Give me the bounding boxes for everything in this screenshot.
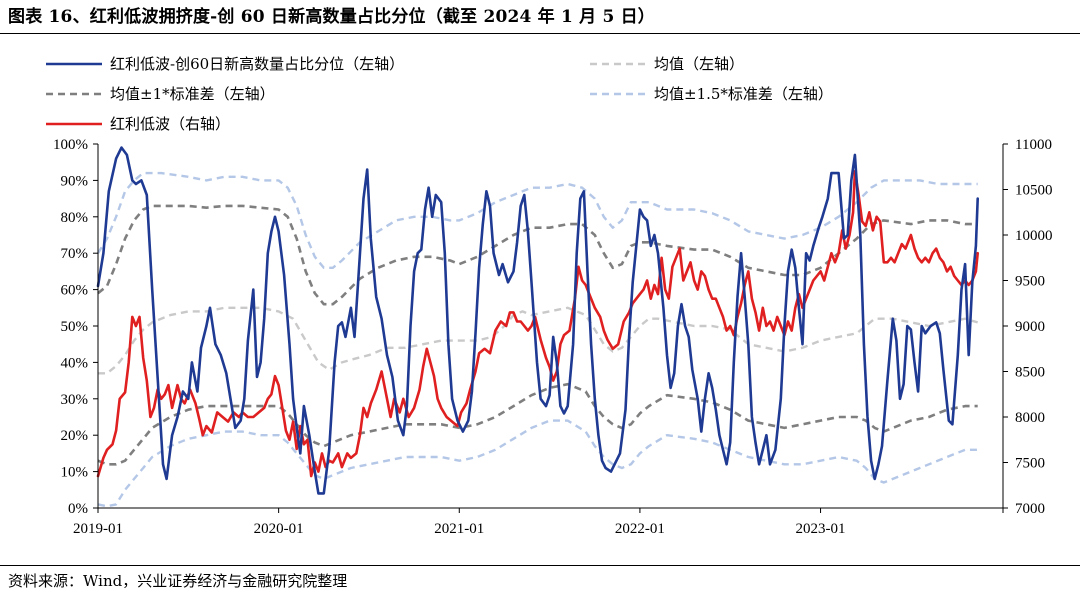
left-tick-label: 30% [61, 392, 89, 408]
series-line-2-upper [97, 204, 978, 306]
x-tick-label: 2022-01 [615, 521, 665, 537]
source-note: 资料来源：Wind，兴业证券经济与金融研究院整理 [8, 572, 348, 590]
series-line-3-upper [96, 171, 978, 269]
left-tick-label: 20% [61, 428, 89, 444]
right-tick-label: 9500 [1015, 274, 1045, 290]
series-line-2-lower [97, 382, 978, 466]
figure-title: 图表 16、红利低波拥挤度-创 60 日新高数量占比分位（截至 2024 年 1… [8, 7, 656, 27]
right-tick-label: 7500 [1015, 456, 1045, 472]
right-tick-label: 11000 [1015, 137, 1052, 153]
chart-axes: 0% 10% 20% 30% 40% 50% 60% 70% 80% 90% 100% 7000 750… [53, 137, 1053, 537]
legend-label-3: 均值±1.5*标准差（左轴） [654, 85, 833, 103]
left-tick-label: 80% [61, 210, 89, 226]
title-rule [0, 33, 1080, 34]
legend-label-1: 均值（左轴） [654, 55, 744, 73]
x-tick-label: 2020-01 [254, 521, 304, 537]
right-tick-label: 10500 [1015, 183, 1053, 199]
left-tick-label: 70% [61, 246, 89, 262]
series-line-4 [96, 170, 979, 478]
left-tick-label: 0% [68, 501, 88, 517]
x-tick-label: 2021-01 [434, 521, 484, 537]
chart-legend: 红利低波-创60日新高数量占比分位（左轴） 均值（左轴） 均值±1*标准差（左轴） 均… [46, 55, 833, 133]
source-rule [0, 565, 1080, 566]
left-tick-label: 40% [61, 355, 89, 371]
right-tick-label: 8000 [1015, 410, 1045, 426]
right-tick-label: 8500 [1015, 365, 1045, 381]
dual-axis-line-chart: 红利低波-创60日新高数量占比分位（左轴） 均值（左轴） 均值±1*标准差（左轴） 均… [46, 55, 1053, 537]
series-line-1 [98, 306, 979, 375]
left-tick-label: 90% [61, 173, 89, 189]
left-tick-label: 10% [61, 465, 89, 481]
right-tick-label: 9000 [1015, 319, 1045, 335]
x-tick-label: 2019-01 [73, 521, 123, 537]
left-tick-label: 50% [61, 319, 89, 335]
x-tick-label: 2023-01 [796, 521, 846, 537]
series-line-0 [96, 146, 979, 495]
plot-area [96, 146, 979, 508]
legend-label-4: 红利低波（右轴） [110, 115, 230, 133]
right-tick-label: 7000 [1015, 501, 1045, 517]
left-tick-label: 60% [61, 283, 89, 299]
legend-label-2: 均值±1*标准差（左轴） [110, 85, 275, 103]
legend-label-0: 红利低波-创60日新高数量占比分位（左轴） [110, 55, 404, 73]
right-tick-label: 10000 [1015, 228, 1053, 244]
series-line-3-lower [97, 419, 978, 508]
left-tick-label: 100% [53, 137, 88, 153]
